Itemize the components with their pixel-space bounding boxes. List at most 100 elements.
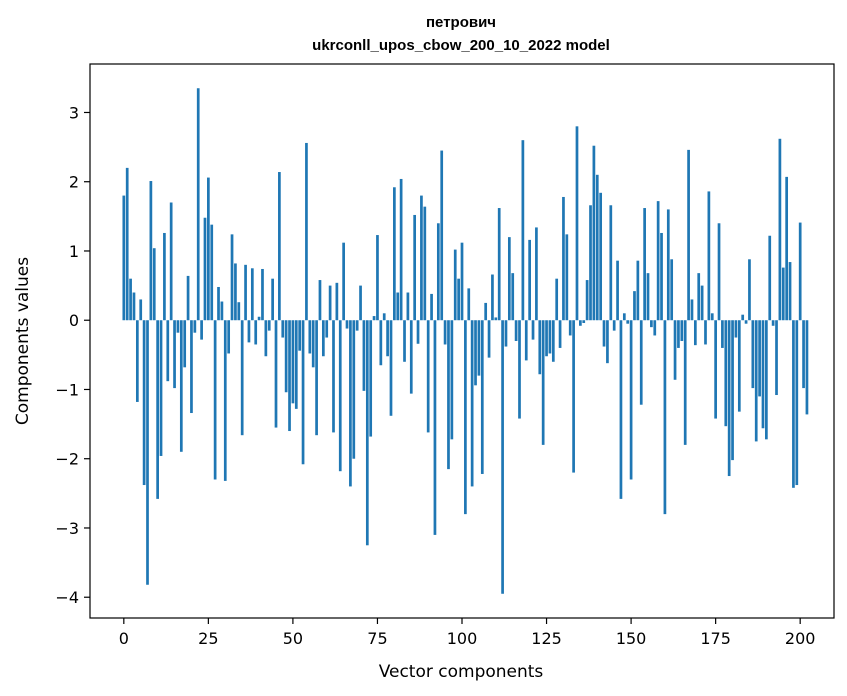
bar bbox=[622, 313, 626, 321]
bar bbox=[261, 268, 264, 321]
bar bbox=[321, 320, 325, 357]
bar bbox=[190, 320, 193, 414]
bar bbox=[345, 320, 349, 329]
bar bbox=[247, 320, 251, 343]
bar bbox=[761, 320, 765, 429]
bar bbox=[612, 320, 616, 331]
bar bbox=[156, 320, 159, 499]
bar bbox=[683, 320, 687, 445]
bar bbox=[430, 293, 433, 321]
bar bbox=[443, 320, 447, 345]
bar bbox=[257, 316, 261, 321]
y-tick-label: −4 bbox=[55, 588, 79, 607]
bar bbox=[551, 320, 555, 362]
bar bbox=[690, 299, 694, 321]
y-tick-label: 1 bbox=[69, 242, 79, 261]
bar bbox=[254, 320, 258, 345]
bar bbox=[396, 292, 400, 321]
bar bbox=[568, 320, 572, 336]
bar bbox=[778, 138, 782, 321]
x-tick-label: 200 bbox=[785, 629, 816, 648]
bar bbox=[524, 320, 528, 361]
bar bbox=[250, 268, 254, 321]
bar bbox=[589, 205, 592, 321]
bar bbox=[734, 320, 738, 338]
bar bbox=[213, 320, 217, 480]
bar bbox=[484, 302, 488, 321]
bar bbox=[758, 320, 761, 397]
bar bbox=[504, 320, 508, 347]
bar bbox=[406, 292, 410, 321]
x-tick-label: 50 bbox=[283, 629, 303, 648]
bar bbox=[440, 150, 444, 321]
bar bbox=[318, 280, 322, 321]
bar bbox=[284, 320, 288, 393]
bar bbox=[680, 320, 684, 341]
bar bbox=[227, 320, 231, 354]
bar bbox=[382, 313, 386, 321]
bar bbox=[230, 234, 234, 321]
bar bbox=[497, 208, 501, 321]
bar bbox=[460, 242, 464, 321]
bar bbox=[660, 232, 663, 321]
bar bbox=[129, 278, 132, 321]
bar bbox=[616, 260, 619, 321]
bar bbox=[518, 320, 521, 419]
bar bbox=[528, 239, 531, 321]
bar bbox=[220, 301, 224, 321]
bar bbox=[207, 177, 210, 321]
bar bbox=[271, 278, 274, 321]
bar bbox=[308, 320, 312, 354]
bar bbox=[386, 320, 389, 357]
bar bbox=[409, 320, 413, 394]
y-tick-label: −2 bbox=[55, 450, 79, 469]
x-tick-label: 25 bbox=[198, 629, 218, 648]
bar bbox=[558, 320, 562, 348]
x-tick-label: 75 bbox=[367, 629, 387, 648]
bar bbox=[754, 320, 758, 442]
bar bbox=[477, 320, 481, 376]
bar bbox=[741, 314, 745, 321]
bar bbox=[173, 320, 176, 389]
bar bbox=[376, 235, 379, 321]
bar bbox=[146, 320, 149, 585]
bar bbox=[132, 292, 136, 321]
bar bbox=[487, 320, 491, 358]
bar bbox=[315, 320, 318, 436]
bar bbox=[538, 320, 542, 375]
bar bbox=[491, 274, 494, 321]
bar bbox=[139, 299, 143, 321]
bar bbox=[372, 316, 376, 321]
bar bbox=[802, 320, 805, 389]
bar bbox=[305, 142, 308, 321]
bar bbox=[643, 208, 646, 321]
bar bbox=[700, 285, 704, 321]
bar bbox=[792, 320, 795, 488]
bar bbox=[183, 320, 187, 368]
bar bbox=[629, 320, 633, 480]
x-tick-label: 0 bbox=[119, 629, 129, 648]
bar bbox=[710, 313, 714, 321]
bar bbox=[514, 320, 518, 341]
bar bbox=[714, 320, 717, 419]
bar bbox=[562, 196, 565, 321]
bar bbox=[751, 320, 755, 389]
bar bbox=[234, 263, 237, 321]
bar bbox=[325, 320, 329, 338]
bar bbox=[416, 320, 420, 344]
bar bbox=[169, 202, 173, 321]
x-tick-label: 150 bbox=[616, 629, 647, 648]
bar bbox=[335, 282, 339, 321]
bar bbox=[507, 237, 511, 321]
bar bbox=[291, 320, 295, 404]
bar bbox=[413, 214, 417, 321]
bar bbox=[457, 278, 460, 321]
bar bbox=[379, 320, 383, 366]
bar bbox=[765, 320, 768, 440]
y-tick-label: 3 bbox=[69, 103, 79, 122]
bar bbox=[480, 320, 484, 474]
bar bbox=[775, 320, 778, 396]
bar bbox=[670, 259, 674, 321]
bar bbox=[602, 320, 606, 347]
